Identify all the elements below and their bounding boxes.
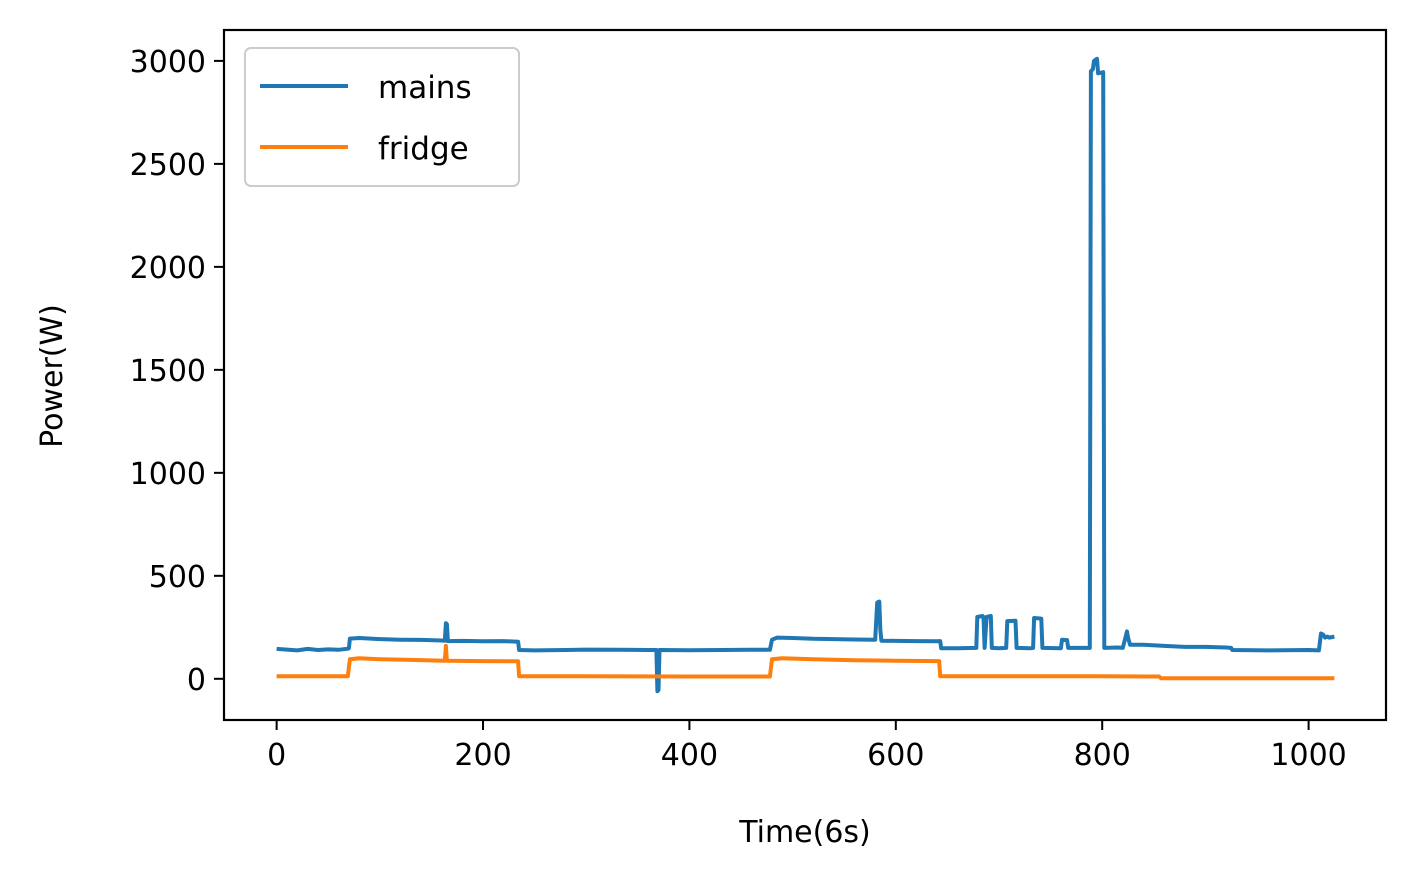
x-tick-label: 0 xyxy=(267,738,286,773)
legend-box xyxy=(244,47,520,187)
series-line-fridge xyxy=(276,643,1335,681)
x-tick-label: 400 xyxy=(661,738,718,773)
x-tick-label: 1000 xyxy=(1270,738,1346,773)
y-tick-label: 2000 xyxy=(130,251,206,286)
series-layer xyxy=(276,56,1335,694)
y-tick-label: 1000 xyxy=(130,457,206,492)
x-tick-label: 600 xyxy=(867,738,924,773)
y-tick-label: 500 xyxy=(149,560,206,595)
y-tick-label: 1500 xyxy=(130,354,206,389)
x-tick-label: 200 xyxy=(454,738,511,773)
legend-label-fridge: fridge xyxy=(378,131,469,167)
ticks-layer: 0 200 400 600 800 1000 0 500 1000 1500 2000 2500 300… xyxy=(130,45,1347,773)
legend-label-mains: mains xyxy=(378,70,472,106)
y-axis-title: Power(W) xyxy=(35,304,70,448)
plot-frame xyxy=(222,28,1388,722)
x-axis-title: Time(6s) xyxy=(738,815,871,850)
legend: mains fridge xyxy=(244,47,520,187)
x-tick-label: 800 xyxy=(1074,738,1131,773)
y-tick-label: 3000 xyxy=(130,45,206,80)
y-tick-label: 0 xyxy=(187,663,206,698)
y-tick-label: 2500 xyxy=(130,148,206,183)
series-line-mains xyxy=(276,56,1335,694)
